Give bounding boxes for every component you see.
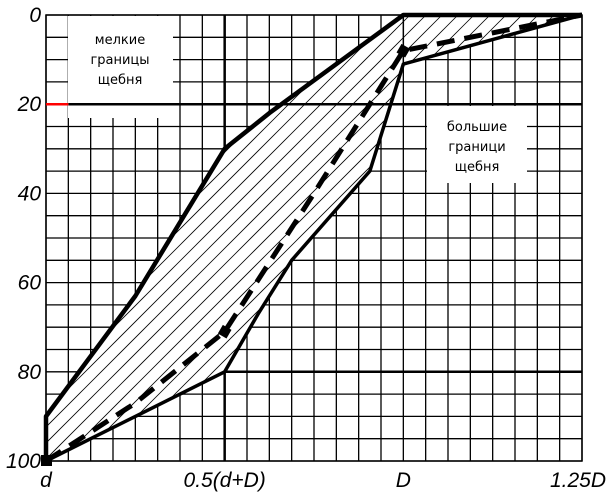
series-fine-limit: [43, 12, 582, 461]
y-tick-label: 20: [17, 93, 42, 116]
hatch-line: [0, 15, 42, 461]
hatch-line: [588, 15, 614, 461]
annotation-coarse-line2: граници: [448, 140, 505, 155]
x-tick-label: 1.25D: [550, 469, 606, 492]
annotation-fine-line1: мелкие: [95, 33, 145, 48]
hatch-line: [46, 15, 459, 461]
annotation-coarse-line3: щебня: [455, 160, 500, 175]
data-point-marker: [217, 324, 232, 339]
band-fill: [46, 15, 582, 461]
x-tick-label: D: [396, 469, 411, 492]
hatch-line: [46, 15, 411, 461]
y-tick-label: 60: [18, 272, 42, 295]
y-tick-label: 40: [18, 182, 42, 205]
hatch-line: [604, 15, 614, 461]
hatch-line: [0, 15, 10, 461]
annotation-box-fine: [68, 16, 173, 118]
plot-frame: [45, 14, 583, 462]
series-mix-curve: [44, 12, 583, 464]
annotation-box-coarse: [427, 106, 527, 183]
x-tick-label: 0.5(d+D): [184, 469, 266, 492]
annotation-fine-line2: границы: [90, 53, 149, 68]
hatch-line: [0, 15, 26, 461]
data-point-marker: [396, 43, 411, 58]
series-coarse-limit: [45, 13, 583, 463]
y-tick-label: 100: [6, 450, 41, 473]
annotation-fine-line3: щебня: [98, 73, 143, 88]
major-gridlines: [46, 15, 582, 461]
annotation-coarse-line1: большие: [447, 120, 507, 135]
x-tick-label: d: [40, 469, 53, 492]
origin-marker: [41, 455, 52, 466]
series: [41, 12, 583, 466]
y-tick-label: 0: [29, 4, 41, 27]
y-tick-label: 80: [18, 361, 42, 384]
